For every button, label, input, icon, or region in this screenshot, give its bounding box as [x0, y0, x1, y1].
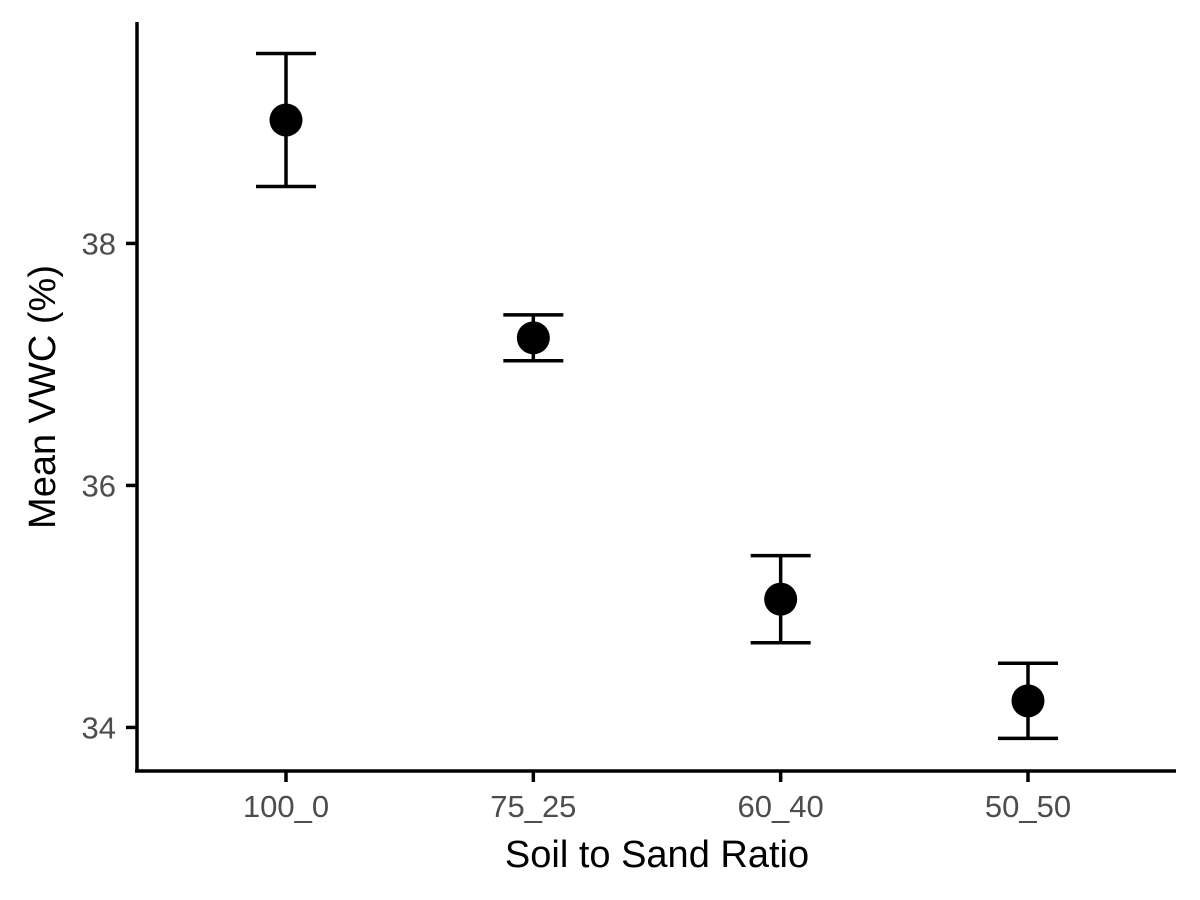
- x-tick-label: 60_40: [738, 789, 824, 824]
- axes: [135, 22, 1176, 773]
- x-tick-label: 50_50: [985, 789, 1071, 824]
- x-tick-label: 75_25: [490, 789, 576, 824]
- x-axis-title: Soil to Sand Ratio: [505, 834, 809, 876]
- y-tick-label: 38: [82, 226, 116, 261]
- plot-area: [256, 51, 1058, 741]
- y-tick-label: 34: [82, 710, 116, 745]
- x-tick-label: 100_0: [243, 789, 329, 824]
- y-axis-title: Mean VWC (%): [22, 265, 64, 529]
- data-point: [764, 582, 798, 616]
- data-point: [516, 321, 550, 355]
- data-point: [269, 103, 303, 137]
- data-point: [1011, 684, 1045, 718]
- y-tick-label: 36: [82, 468, 116, 503]
- ticks: 100_0 75_25 60_40 50_50 34 36 38: [82, 226, 1072, 824]
